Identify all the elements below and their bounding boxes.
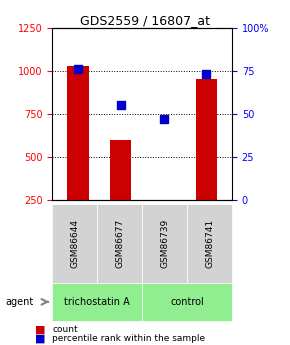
- Text: GSM86677: GSM86677: [115, 219, 124, 268]
- Text: GSM86739: GSM86739: [160, 219, 169, 268]
- Point: [118, 102, 123, 108]
- Bar: [196, 79, 217, 243]
- Text: trichostatin A: trichostatin A: [64, 297, 130, 307]
- Bar: [153, 200, 174, 243]
- Text: GSM86741: GSM86741: [205, 219, 214, 268]
- Text: control: control: [170, 297, 204, 307]
- Bar: [67, 66, 88, 243]
- Point: [76, 66, 80, 72]
- Point: [161, 116, 166, 122]
- Text: GDS2559 / 16807_at: GDS2559 / 16807_at: [80, 14, 210, 27]
- Bar: [110, 140, 131, 243]
- Text: ■: ■: [35, 334, 45, 344]
- Text: ■: ■: [35, 325, 45, 334]
- Text: count: count: [52, 325, 78, 334]
- Text: percentile rank within the sample: percentile rank within the sample: [52, 334, 205, 343]
- Text: GSM86644: GSM86644: [70, 219, 79, 268]
- Point: [204, 71, 209, 77]
- Text: agent: agent: [6, 297, 34, 307]
